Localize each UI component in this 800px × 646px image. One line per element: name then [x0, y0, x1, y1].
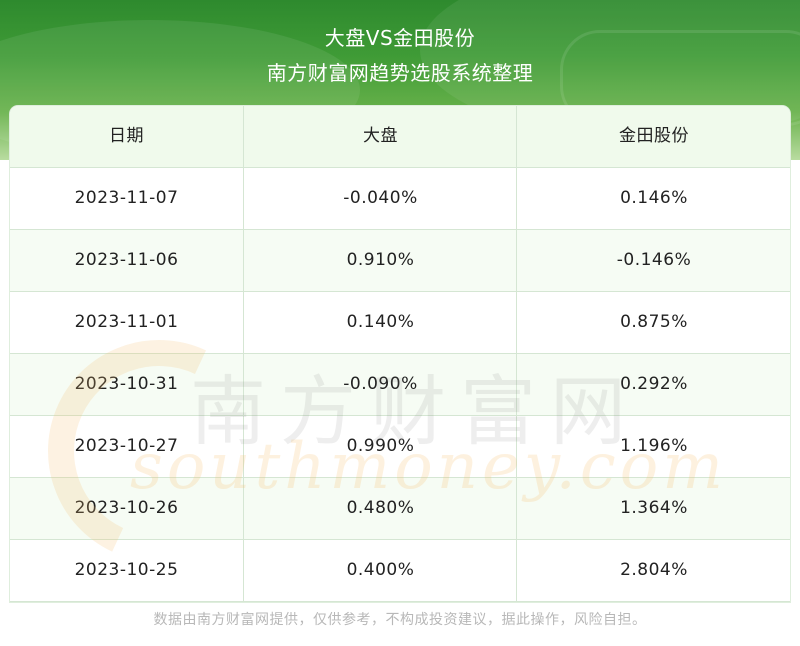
column-header-date: 日期 [109, 126, 144, 146]
market-change-cell: 0.140% [243, 292, 517, 353]
market-change-cell: 0.910% [243, 230, 517, 291]
table-header-row: 日期 大盘 金田股份 [10, 106, 790, 168]
table-row: 2023-11-07 -0.040% 0.146% [10, 168, 790, 230]
table-row: 2023-11-06 0.910% -0.146% [10, 230, 790, 292]
date-cell: 2023-10-31 [74, 374, 179, 394]
stock-change-cell: 0.292% [516, 354, 790, 415]
table-row: 2023-10-25 0.400% 2.804% [10, 540, 790, 602]
table-row: 2023-11-01 0.140% 0.875% [10, 292, 790, 354]
stock-change-cell: 0.875% [516, 292, 790, 353]
date-cell: 2023-11-01 [74, 312, 179, 332]
header-banner: 大盘VS金田股份 南方财富网趋势选股系统整理 [0, 0, 800, 160]
stock-change-cell: -0.146% [516, 230, 790, 291]
page-subtitle: 南方财富网趋势选股系统整理 [266, 61, 534, 85]
stock-change-cell: 1.364% [516, 478, 790, 539]
comparison-table: 日期 大盘 金田股份 2023-11-07 -0.040% 0.146% 202… [10, 106, 790, 602]
date-cell: 2023-10-27 [74, 436, 179, 456]
table-row: 2023-10-27 0.990% 1.196% [10, 416, 790, 478]
market-change-cell: -0.090% [243, 354, 517, 415]
market-change-cell: -0.040% [243, 168, 517, 229]
stock-change-cell: 2.804% [516, 540, 790, 601]
market-change-cell: 0.990% [243, 416, 517, 477]
date-cell: 2023-11-06 [74, 250, 179, 270]
page-title: 大盘VS金田股份 [324, 26, 476, 50]
column-header-stock: 金田股份 [516, 106, 790, 167]
stock-change-cell: 1.196% [516, 416, 790, 477]
column-header-market: 大盘 [243, 106, 517, 167]
date-cell: 2023-11-07 [74, 188, 179, 208]
market-change-cell: 0.480% [243, 478, 517, 539]
disclaimer-text: 数据由南方财富网提供，仅供参考，不构成投资建议，据此操作，风险自担。 [153, 612, 647, 628]
stock-change-cell: 0.146% [516, 168, 790, 229]
date-cell: 2023-10-25 [74, 560, 179, 580]
date-cell: 2023-10-26 [74, 498, 179, 518]
table-row: 2023-10-31 -0.090% 0.292% [10, 354, 790, 416]
table-row: 2023-10-26 0.480% 1.364% [10, 478, 790, 540]
market-change-cell: 0.400% [243, 540, 517, 601]
